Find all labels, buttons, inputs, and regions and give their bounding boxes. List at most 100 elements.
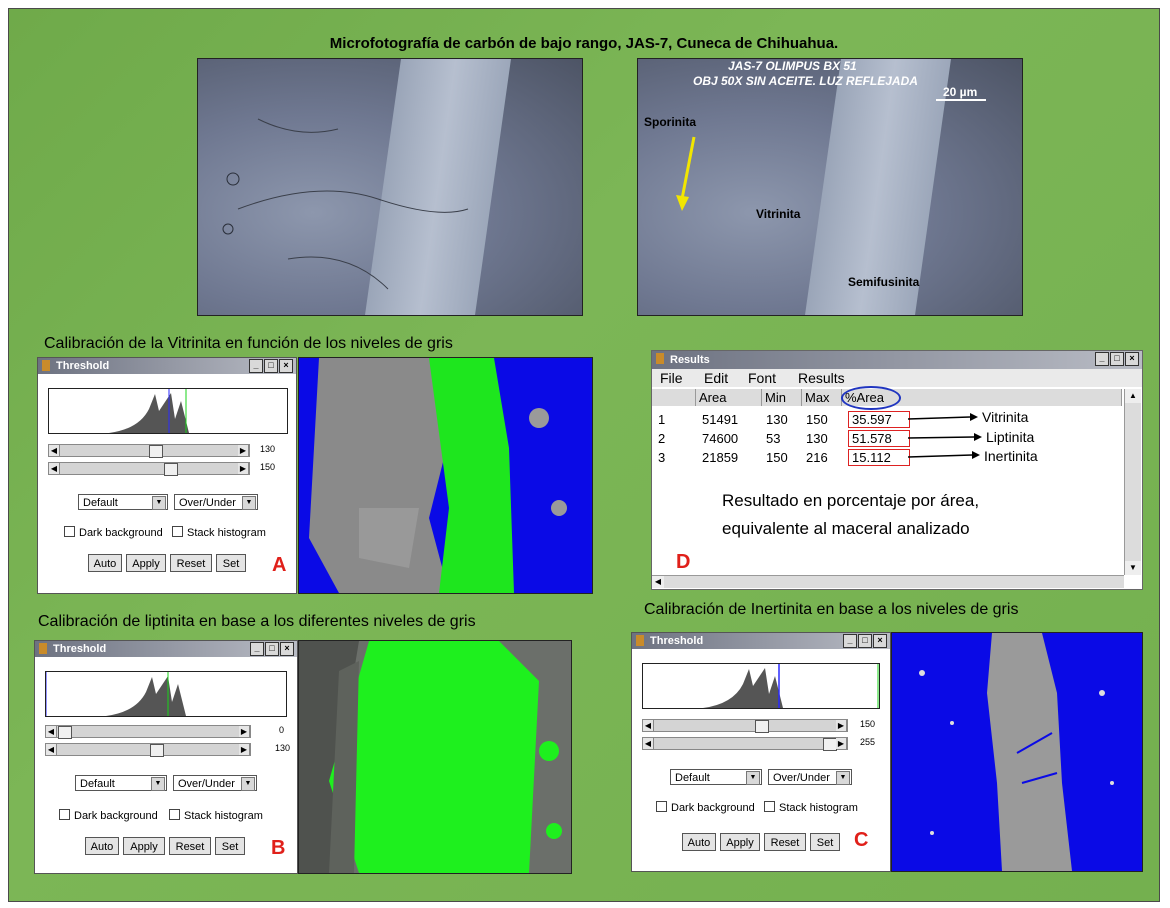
set-button[interactable]: Set	[215, 837, 245, 855]
slider-thumb[interactable]	[164, 463, 178, 476]
close-icon[interactable]: ×	[873, 634, 887, 648]
max-value: 255	[860, 737, 876, 747]
slider-thumb[interactable]	[149, 445, 163, 458]
stack-histogram-checkbox[interactable]: Stack histogram	[764, 801, 858, 814]
auto-button[interactable]: Auto	[85, 837, 119, 855]
maximize-icon[interactable]: □	[265, 642, 279, 656]
mode-select[interactable]: Over/Under ▼	[173, 775, 257, 791]
micrograph-left	[197, 58, 583, 316]
mode-select[interactable]: Over/Under ▼	[768, 769, 852, 785]
scroll-up-icon[interactable]: ▲	[1125, 389, 1141, 403]
threshold-image-c	[891, 632, 1143, 872]
set-button[interactable]: Set	[810, 833, 840, 851]
results-note-line1: Resultado en porcentaje por área,	[722, 491, 980, 510]
label-inertinita: Inertinita	[984, 448, 1038, 464]
menu-results[interactable]: Results	[798, 370, 845, 386]
apply-button[interactable]: Apply	[126, 554, 166, 572]
minimize-icon[interactable]: _	[1095, 352, 1109, 366]
results-horizontal-scrollbar[interactable]: ◀	[652, 575, 1124, 588]
panel-label-a: A	[272, 554, 287, 576]
pct-area-highlight	[841, 386, 901, 410]
dark-background-checkbox[interactable]: Dark background	[59, 809, 158, 822]
stack-histogram-checkbox[interactable]: Stack histogram	[169, 809, 263, 822]
panel-label-b: B	[271, 837, 286, 859]
slider-thumb[interactable]	[755, 720, 769, 733]
col-header-area[interactable]: Area	[696, 389, 762, 406]
results-titlebar: Results _ □ ×	[652, 351, 1142, 369]
micro-header-1: JAS-7 OLIMPUS BX 51	[728, 59, 857, 73]
max-threshold-slider[interactable]: ◀ ▶	[642, 737, 848, 751]
mode-select[interactable]: Over/Under ▼	[174, 494, 258, 510]
min-value: 0	[279, 725, 285, 735]
results-note-line2: equivalente al maceral analizado	[722, 519, 970, 538]
dark-background-checkbox[interactable]: Dark background	[656, 801, 755, 814]
scale-bar-label: 20 µm	[943, 85, 978, 99]
pct-box-3	[848, 449, 910, 466]
caption-liptinita: Calibración de liptinita en base a los d…	[38, 613, 476, 630]
result-arrows	[908, 413, 982, 459]
col-header-index[interactable]	[652, 389, 696, 406]
pct-box-2	[848, 430, 910, 447]
dark-background-checkbox[interactable]: Dark background	[64, 526, 163, 539]
auto-button[interactable]: Auto	[88, 554, 122, 572]
apply-button[interactable]: Apply	[720, 833, 760, 851]
slider-thumb[interactable]	[58, 726, 72, 739]
slider-thumb[interactable]	[150, 744, 164, 757]
method-select[interactable]: Default ▼	[670, 769, 762, 785]
auto-button[interactable]: Auto	[682, 833, 716, 851]
maximize-icon[interactable]: □	[858, 634, 872, 648]
close-icon[interactable]: ×	[280, 642, 294, 656]
min-threshold-slider[interactable]: ◀ ▶	[48, 444, 250, 458]
minimize-icon[interactable]: _	[249, 359, 263, 373]
method-select[interactable]: Default ▼	[78, 494, 168, 510]
menu-font[interactable]: Font	[748, 370, 777, 386]
set-button[interactable]: Set	[216, 554, 246, 572]
maximize-icon[interactable]: □	[264, 359, 278, 373]
maximize-icon[interactable]: □	[1110, 352, 1124, 366]
minimize-icon[interactable]: _	[250, 642, 264, 656]
scroll-down-icon[interactable]: ▼	[1125, 561, 1141, 575]
threshold-window-a: Threshold _ □ × ◀ ▶ 130 ◀ ▶ 150 Default ▼ Ove…	[37, 357, 297, 594]
imagej-icon	[39, 643, 47, 654]
reset-button[interactable]: Reset	[764, 833, 806, 851]
results-menubar: File Edit Font Results	[652, 369, 1142, 387]
results-vertical-scrollbar[interactable]: ▲ ▼	[1124, 389, 1141, 575]
max-threshold-slider[interactable]: ◀ ▶	[45, 743, 251, 757]
histogram	[642, 663, 880, 709]
stack-histogram-checkbox[interactable]: Stack histogram	[172, 526, 266, 539]
scroll-left-icon[interactable]: ◀	[652, 576, 664, 588]
min-threshold-slider[interactable]: ◀ ▶	[642, 719, 848, 733]
min-value: 150	[860, 719, 876, 729]
pct-box-1	[848, 411, 910, 428]
method-select[interactable]: Default ▼	[75, 775, 167, 791]
threshold-image-b	[298, 640, 572, 874]
label-sporinita: Sporinita	[644, 115, 697, 129]
threshold-titlebar: Threshold _ □ ×	[38, 358, 296, 374]
reset-button[interactable]: Reset	[169, 837, 211, 855]
menu-edit[interactable]: Edit	[704, 370, 729, 386]
min-threshold-slider[interactable]: ◀ ▶	[45, 725, 251, 739]
close-icon[interactable]: ×	[1125, 352, 1139, 366]
max-value: 150	[260, 462, 276, 472]
slider-thumb[interactable]	[823, 738, 837, 751]
label-vitrinita: Vitrinita	[982, 409, 1029, 425]
histogram	[48, 388, 288, 434]
panel-label-c: C	[854, 829, 869, 851]
results-window: Results _ □ × File Edit Font Results Area …	[651, 350, 1143, 590]
col-header-max[interactable]: Max	[802, 389, 842, 406]
reset-button[interactable]: Reset	[170, 554, 212, 572]
micrograph-right: JAS-7 OLIMPUS BX 51 OBJ 50X SIN ACEITE. …	[637, 58, 1023, 316]
col-header-min[interactable]: Min	[762, 389, 802, 406]
max-threshold-slider[interactable]: ◀ ▶	[48, 462, 250, 476]
threshold-window-c: Threshold _ □ × ◀ ▶ 150 ◀ ▶ 255 Default ▼ Ove…	[631, 632, 891, 872]
apply-button[interactable]: Apply	[123, 837, 165, 855]
threshold-window-b: Threshold _ □ × ◀ ▶ 0 ◀ ▶ 130 Default ▼ Over/…	[34, 640, 298, 874]
minimize-icon[interactable]: _	[843, 634, 857, 648]
panel-label-d: D	[676, 551, 691, 573]
close-icon[interactable]: ×	[279, 359, 293, 373]
menu-file[interactable]: File	[660, 370, 683, 386]
sporinita-arrow	[676, 136, 696, 211]
label-semifusinita: Semifusinita	[848, 275, 920, 289]
scale-bar	[936, 99, 986, 101]
max-value: 130	[275, 743, 291, 753]
